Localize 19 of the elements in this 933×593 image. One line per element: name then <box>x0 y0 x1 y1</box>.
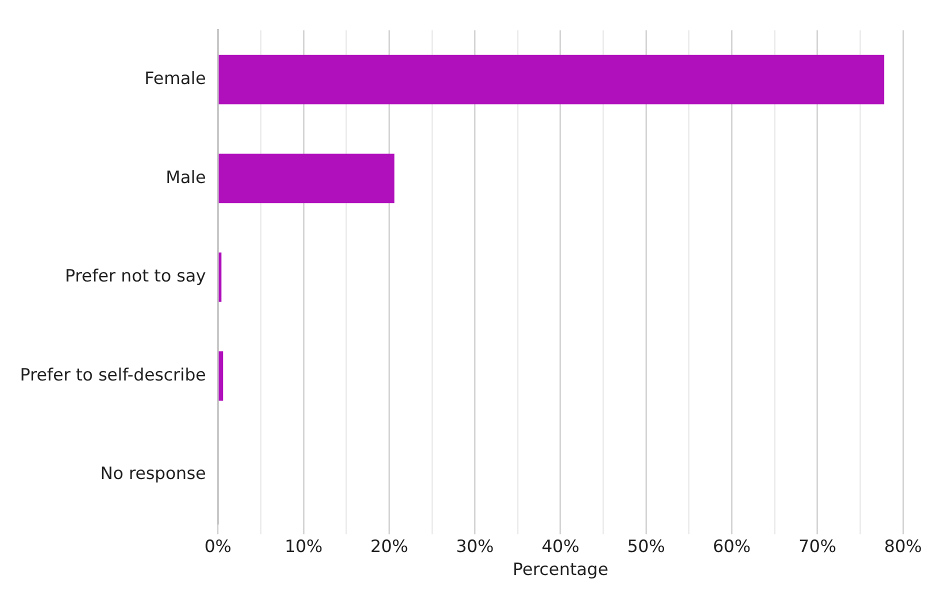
x-tick-label: 70% <box>798 536 836 557</box>
x-tick-label: 20% <box>370 536 408 557</box>
x-tick-label: 80% <box>884 536 922 557</box>
bar <box>218 154 394 204</box>
x-tick-label: 40% <box>542 536 580 557</box>
x-tick-label: 10% <box>284 536 323 557</box>
y-tick-label: Female <box>144 69 206 90</box>
x-tick-label: 60% <box>712 536 751 557</box>
y-tick-label: No response <box>100 464 206 484</box>
y-tick-label: Prefer not to say <box>65 266 206 287</box>
bar <box>218 54 884 104</box>
y-tick-label: Male <box>166 168 206 188</box>
y-tick-label: Prefer to self-describe <box>20 365 206 386</box>
x-tick-label: 30% <box>456 536 494 557</box>
x-axis-title: Percentage <box>512 560 608 580</box>
x-tick-label: 0% <box>204 536 232 557</box>
bar <box>218 351 224 401</box>
bar <box>218 252 222 302</box>
x-tick-label: 50% <box>627 536 666 557</box>
